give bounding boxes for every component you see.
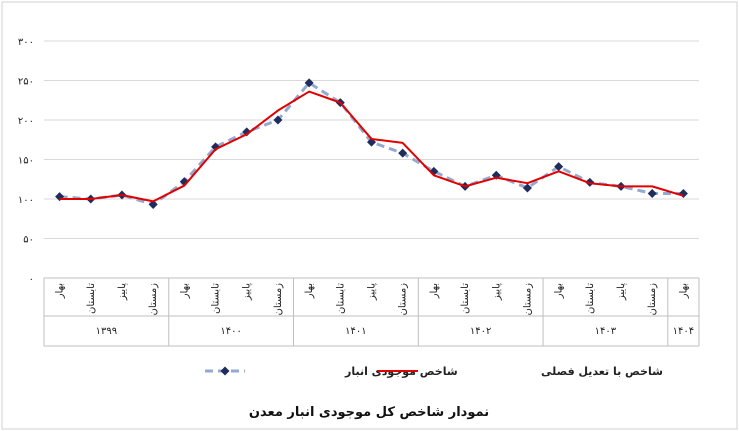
y-tick-label: ۱۰۰ [18,195,34,206]
x-tick-label: زمستان [647,283,658,316]
series-line [59,90,684,203]
x-tick-label: پاییز [616,283,627,301]
data-point-marker [554,162,564,172]
data-point-marker [242,127,252,137]
grid [44,40,699,239]
x-tick-label: بهار [429,283,440,299]
x-tick-label: بهار [55,283,66,299]
x-tick-label: زمستان [398,283,409,316]
year-label: ۱۴۰۲ [470,326,491,337]
x-tick-label: تابستان [211,283,222,314]
x-tick-label: پاییز [242,283,253,301]
year-label: ۱۳۹۹ [96,326,117,337]
x-tick-label: زمستان [273,283,284,316]
year-label: ۱۴۰۰ [220,326,241,337]
x-tick-label: تابستان [460,283,471,314]
y-tick-label: ۳۰۰ [18,37,34,48]
y-tick-label: ۲۰۰ [18,116,34,127]
x-tick-label: بهار [678,283,689,299]
x-tick-label: پاییز [367,283,378,301]
x-tick-label: تابستان [86,283,97,314]
x-tick-label: تابستان [585,283,596,314]
data-point-marker [647,188,657,198]
x-tick-label: بهار [554,283,565,299]
x-tick-label: پاییز [117,283,128,301]
data-point-marker [522,183,532,193]
x-axis: بهار تابستان پاییز زمستان بهار تابستان پاییز زم… [43,277,700,347]
year-label: ۱۴۰۴ [673,326,694,337]
y-tick-label: ۲۵۰ [18,77,34,88]
chart-title: نمودار شاخص کل موجودی انبار معدن [249,405,489,420]
y-tick-label: ۵۰ [23,235,34,246]
data-point-marker [148,200,158,210]
x-tick-label: پاییز [491,283,502,301]
legend-label: شاخص با تعدیل فصلی [541,365,663,378]
data-point-marker [304,78,314,88]
x-tick-label: بهار [304,283,315,299]
year-label: ۱۴۰۳ [595,326,617,337]
x-tick-label: زمستان [522,283,533,316]
legend-marker [220,366,230,376]
legend: شاخص موجودی انبار شاخص با تعدیل فصلی [205,365,663,378]
data-point-marker [273,115,283,125]
x-tick-label: تابستان [335,283,346,314]
series [55,78,688,210]
y-tick-label: ۰ [29,274,34,285]
x-tick-label: زمستان [148,283,159,316]
x-tick-label: بهار [179,283,190,299]
data-point-marker [398,148,408,158]
y-axis: ۰ ۵۰ ۱۰۰ ۱۵۰ ۲۰۰ ۲۵۰ ۳۰۰ [18,37,34,285]
y-tick-label: ۱۵۰ [18,156,34,167]
year-label: ۱۴۰۱ [345,326,366,337]
